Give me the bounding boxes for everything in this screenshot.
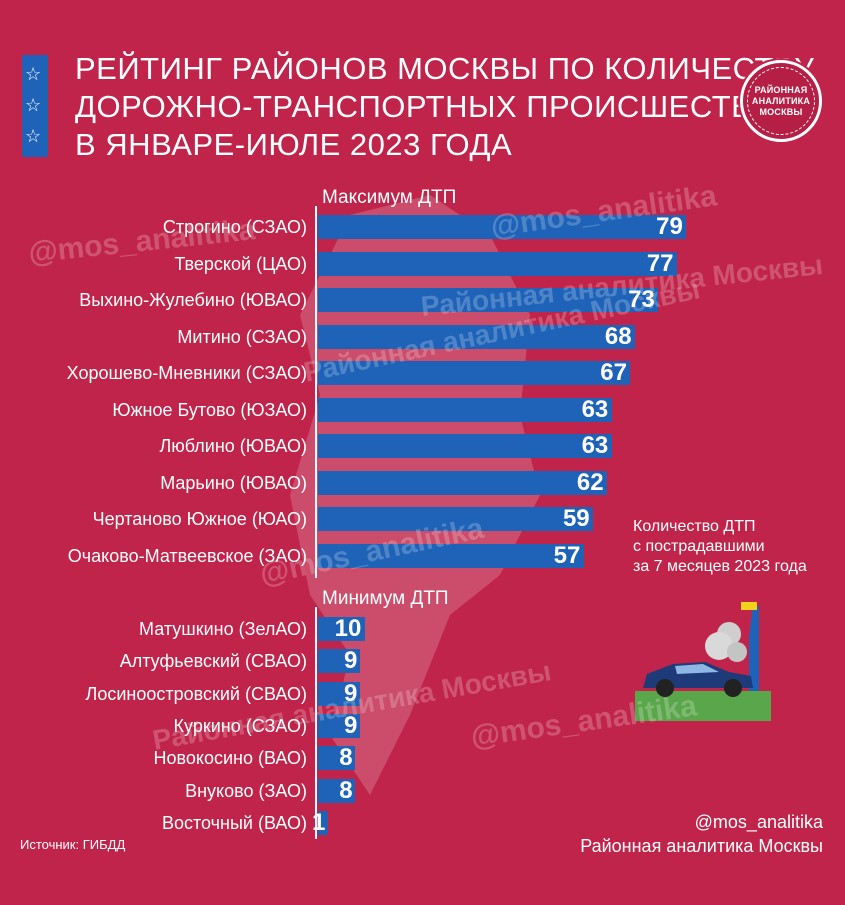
bar-value-label: 63 [581,432,609,459]
axis-line-min [315,607,317,839]
bar-value-label: 8 [339,776,353,804]
bar-label: Внуково (ЗАО) [185,780,307,801]
bar-label: Люблино (ЮВАО) [159,436,307,456]
bar-label: Чертаново Южное (ЮАО) [92,509,307,529]
bar [318,746,356,771]
bar [318,649,360,674]
bar-value-label: 73 [628,286,655,313]
bar-label: Восточный (ВАО) [162,812,307,833]
star-icon: ☆ [25,126,42,146]
bar-value-label: 1 [312,808,326,836]
logo-line: АНАЛИТИКА [751,95,811,106]
credit-name: Районная аналитика Москвы [580,836,823,856]
bar-value-label: 79 [656,213,683,240]
bar-label: Новокосино (ВАО) [153,748,307,769]
bar [318,324,635,349]
bar-value-label: 67 [600,359,627,386]
logo-line: РАЙОННАЯ [754,84,808,95]
logo-line: МОСКВЫ [759,106,803,117]
bar-label: Куркино (СЗАО) [173,715,307,736]
title-stripe: ☆ ☆ ☆ [22,55,48,157]
bar [318,543,584,568]
bar [318,215,687,239]
axis-line-max [315,206,317,578]
note-line: за 7 месяцев 2023 года [633,558,807,575]
bar-label: Выхино-Жулебино (ЮВАО) [79,290,307,310]
title-line: Рейтинг районов Москвы по количеству [75,51,815,86]
star-icon: ☆ [25,95,42,115]
bar-label: Южное Бутово (ЮЗАО) [112,399,307,420]
page-title: Рейтинг районов Москвы по количеству дор… [75,50,815,164]
bar-label: Лосиноостровский (СВАО) [85,683,307,704]
bar-value-label: 68 [604,322,632,350]
bar [318,810,328,835]
bar [318,361,631,385]
crashed-car-illustration [635,602,771,721]
credit-handle: @mos_analitika [694,812,823,832]
bar-value-label: 9 [343,679,358,707]
bar [318,778,356,803]
bar-value-label: 62 [576,468,604,496]
bar [318,288,659,312]
bar-label: Алтуфьевский (СВАО) [119,651,307,672]
title-line: дорожно-транспортных происшествий [75,89,798,124]
brand-logo: РАЙОННАЯ АНАЛИТИКА МОСКВЫ [740,60,822,142]
bar-label: Митино (СЗАО) [177,326,307,347]
bar-value-label: 63 [581,395,609,423]
bar-label: Хорошево-Мневники (СЗАО) [66,363,307,383]
section-title-min: Минимум ДТП [322,588,449,609]
bar-label: Строгино (СЗАО) [162,217,307,237]
bar [318,434,612,458]
credit-block: @mos_analitika Районная аналитика Москвы [580,810,823,858]
title-line: в январе-июле 2023 года [75,127,513,162]
bar [318,507,593,531]
bar-value-label: 9 [343,711,358,739]
note-line: с пострадавшими [633,538,765,555]
bar-label: Очаково-Матвеевское (ЗАО) [67,545,307,566]
note-line: Количество ДТП [633,518,756,535]
bar-value-label: 57 [553,541,581,569]
bar [318,713,360,738]
bar-value-label: 77 [646,249,674,277]
bar-label: Тверской (ЦАО) [174,253,307,274]
bar [318,617,365,641]
section-title-max: Максимум ДТП [322,187,457,208]
bar-label: Матушкино (ЗелАО) [139,619,307,639]
bar-value-label: 9 [343,647,358,675]
bar-label: Марьино (ЮВАО) [160,472,307,493]
bar-value-label: 59 [562,505,590,532]
bar-value-label: 8 [339,744,353,772]
star-icon: ☆ [25,64,42,84]
bar [318,681,360,706]
bar [318,251,677,276]
bar-value-label: 10 [334,615,362,642]
bar [318,397,612,422]
chart-note: Количество ДТП с пострадавшими за 7 меся… [633,517,833,577]
bar [318,470,607,495]
source-note: Источник: ГИБДД [20,837,126,852]
